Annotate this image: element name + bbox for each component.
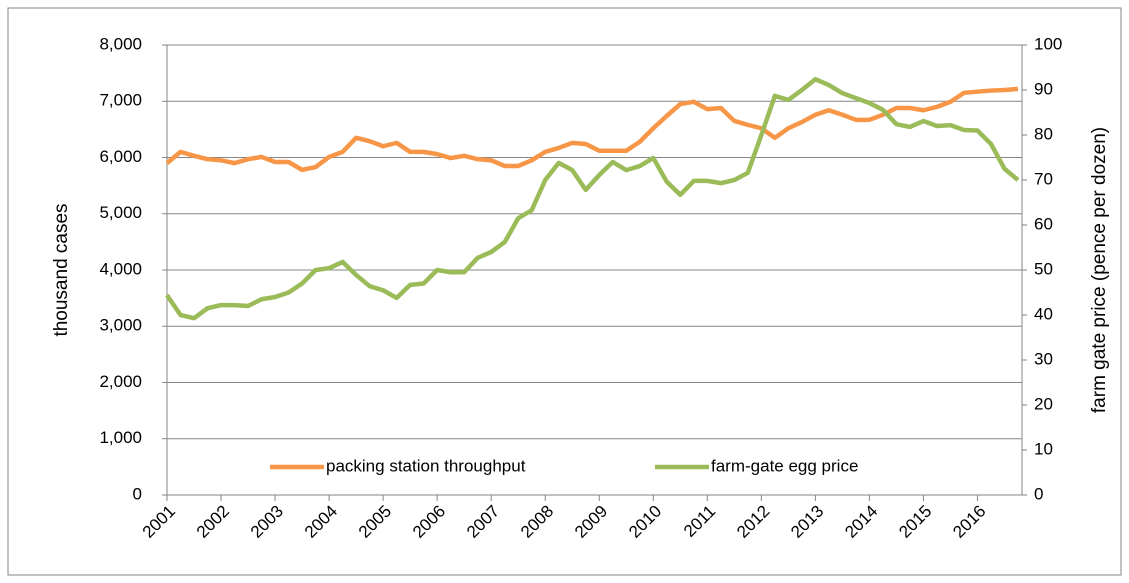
- y2-tick-label: 40: [1034, 304, 1053, 323]
- y2-tick-label: 70: [1034, 169, 1053, 188]
- y2-tick-label: 90: [1034, 79, 1053, 98]
- y-tick-label: 7,000: [99, 91, 142, 110]
- legend-label: packing station throughput: [326, 456, 526, 475]
- y-tick-label: 4,000: [99, 259, 142, 278]
- legend-label: farm-gate egg price: [711, 456, 858, 475]
- y-tick-label: 6,000: [99, 147, 142, 166]
- y2-tick-label: 60: [1034, 214, 1053, 233]
- y-axis-title: thousand cases: [51, 203, 72, 336]
- y-tick-label: 0: [133, 484, 142, 503]
- chart-frame: [7, 7, 1122, 576]
- legend-box: [260, 452, 900, 482]
- y2-tick-label: 100: [1034, 34, 1062, 53]
- y-tick-label: 2,000: [99, 372, 142, 391]
- y-tick-label: 3,000: [99, 316, 142, 335]
- y2-tick-label: 0: [1034, 484, 1043, 503]
- y2-tick-label: 10: [1034, 439, 1053, 458]
- y2-tick-label: 20: [1034, 394, 1053, 413]
- y2-tick-label: 80: [1034, 124, 1053, 143]
- y-tick-label: 5,000: [99, 203, 142, 222]
- y2-axis-title: farm gate price (pence per dozen): [1089, 127, 1110, 413]
- y-tick-label: 8,000: [99, 34, 142, 53]
- y-tick-label: 1,000: [99, 428, 142, 447]
- y2-tick-label: 30: [1034, 349, 1053, 368]
- series-line: [165, 86, 1019, 173]
- series-line: [165, 76, 1020, 321]
- y2-tick-label: 50: [1034, 259, 1053, 278]
